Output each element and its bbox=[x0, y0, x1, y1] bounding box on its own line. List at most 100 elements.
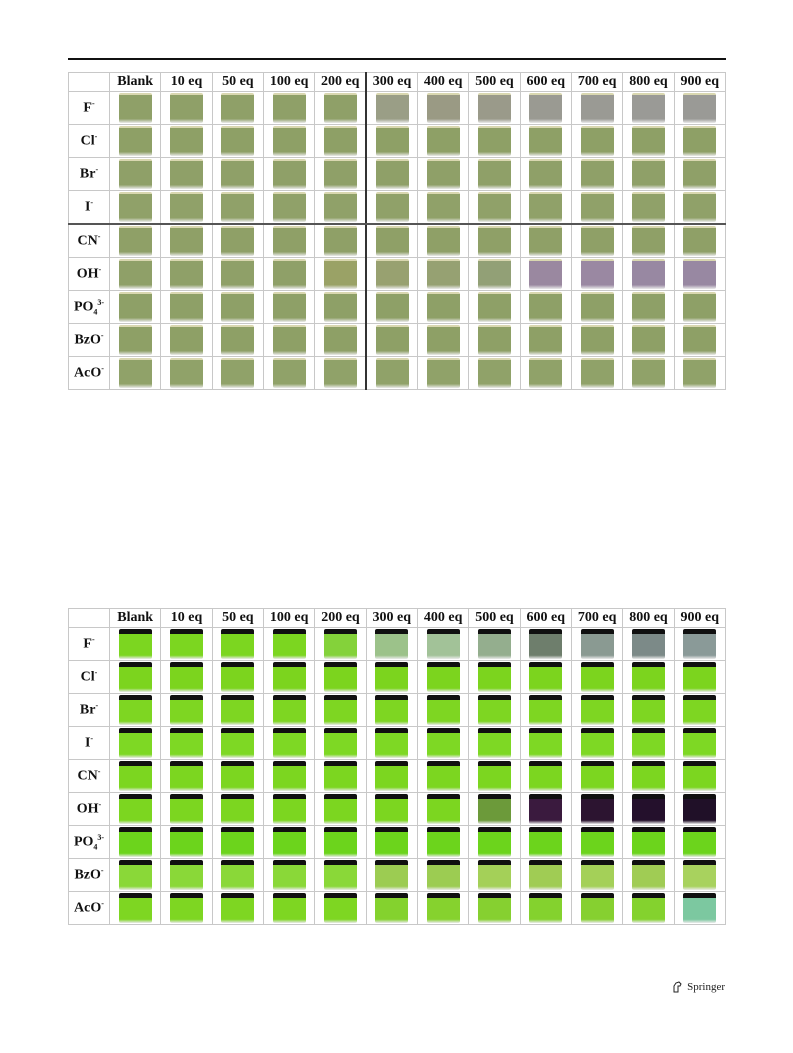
publisher-footer: Springer bbox=[672, 981, 725, 993]
vial-image bbox=[580, 159, 614, 189]
vial-image bbox=[221, 159, 255, 189]
ion-charge: - bbox=[101, 899, 104, 909]
vial-image bbox=[683, 629, 717, 659]
vial-cell bbox=[262, 257, 316, 291]
vial-image bbox=[631, 292, 665, 322]
vial-cell bbox=[211, 660, 264, 694]
vial-cell bbox=[314, 124, 368, 158]
vial-image bbox=[683, 860, 717, 890]
vial-image bbox=[631, 794, 665, 824]
vial-image bbox=[580, 192, 614, 222]
column-header: 300 eq bbox=[365, 72, 418, 92]
vial-cell bbox=[673, 124, 727, 158]
ion-label: Br- bbox=[68, 693, 110, 727]
vial-cell bbox=[211, 223, 264, 258]
ion-formula: Br bbox=[79, 166, 96, 182]
vial-image bbox=[323, 93, 357, 123]
column-header: 400 eq bbox=[416, 72, 470, 92]
vial-image bbox=[529, 259, 563, 289]
vial-cell bbox=[262, 223, 316, 258]
vial-image bbox=[221, 662, 255, 692]
vial-image bbox=[118, 893, 152, 923]
vial-image bbox=[580, 358, 614, 388]
ion-label: OH- bbox=[68, 792, 110, 826]
vial-cell bbox=[211, 627, 264, 661]
vial-cell bbox=[468, 223, 521, 258]
vial-cell bbox=[160, 157, 213, 191]
vial-cell bbox=[262, 323, 316, 357]
vial-cell bbox=[519, 356, 572, 390]
vial-image bbox=[221, 292, 255, 322]
column-header-row: Blank 10 eq 50 eq 100 eq 200 eq 300 eq 400 eq 5… bbox=[68, 608, 727, 628]
vial-image bbox=[477, 325, 511, 355]
springer-horse-icon bbox=[673, 981, 682, 993]
vial-cell bbox=[468, 124, 521, 158]
vial-cell bbox=[622, 257, 675, 291]
ion-row: Br- bbox=[68, 157, 727, 191]
vial-image bbox=[272, 662, 306, 692]
vial-image bbox=[529, 893, 563, 923]
ion-label: CN- bbox=[68, 223, 110, 258]
vial-image bbox=[323, 860, 357, 890]
vial-cell bbox=[365, 257, 418, 291]
vial-cell bbox=[622, 124, 675, 158]
vial-image bbox=[169, 695, 203, 725]
vial-image bbox=[426, 827, 460, 857]
vial-cell bbox=[365, 693, 418, 727]
vial-cell bbox=[211, 356, 264, 390]
vial-image bbox=[272, 695, 306, 725]
vial-cell bbox=[108, 323, 162, 357]
vial-image bbox=[580, 126, 614, 156]
vial-image bbox=[426, 728, 460, 758]
vial-image bbox=[272, 292, 306, 322]
vial-cell bbox=[519, 91, 572, 125]
column-header: 200 eq bbox=[314, 608, 367, 628]
vial-image bbox=[426, 292, 460, 322]
vial-cell bbox=[468, 257, 521, 291]
vial-image bbox=[323, 629, 357, 659]
column-header: 900 eq bbox=[673, 608, 727, 628]
vial-cell bbox=[211, 792, 264, 826]
vial-cell bbox=[570, 257, 624, 291]
vial-image bbox=[683, 93, 717, 123]
ion-formula: I bbox=[84, 735, 91, 751]
vial-cell bbox=[673, 356, 727, 390]
vial-cell bbox=[519, 693, 572, 727]
vial-cell bbox=[365, 323, 418, 357]
vial-cell bbox=[108, 858, 162, 892]
visible-light-vial-table: Blank 10 eq 50 eq 100 eq 200 eq 300 eq 400 eq 5… bbox=[68, 72, 727, 390]
vial-image bbox=[118, 259, 152, 289]
vial-cell bbox=[416, 124, 470, 158]
ion-formula: BzO bbox=[74, 867, 101, 883]
ion-charge: - bbox=[101, 364, 104, 374]
vial-image bbox=[375, 728, 409, 758]
vial-image bbox=[375, 126, 409, 156]
vial-image bbox=[375, 226, 409, 256]
vial-cell bbox=[570, 190, 624, 225]
visible-light-rows: F- Cl- Br- I- CN- OH- PO43- BzO- AcO- bbox=[68, 91, 727, 390]
vial-image bbox=[375, 292, 409, 322]
vial-cell bbox=[365, 223, 418, 258]
vial-cell bbox=[673, 891, 727, 925]
vial-image bbox=[169, 226, 203, 256]
vial-cell bbox=[211, 726, 264, 760]
vial-cell bbox=[570, 825, 624, 859]
vial-cell bbox=[314, 323, 368, 357]
vial-image bbox=[631, 93, 665, 123]
vial-image bbox=[426, 893, 460, 923]
vial-image bbox=[221, 761, 255, 791]
ion-formula: OH bbox=[76, 266, 99, 282]
vial-cell bbox=[365, 157, 418, 191]
vial-image bbox=[426, 192, 460, 222]
vial-image bbox=[118, 292, 152, 322]
vial-cell bbox=[314, 693, 367, 727]
ion-label: I- bbox=[68, 726, 110, 760]
vial-cell bbox=[622, 759, 675, 793]
vial-cell bbox=[673, 858, 727, 892]
vial-image bbox=[631, 761, 665, 791]
vial-image bbox=[221, 358, 255, 388]
vial-image bbox=[631, 192, 665, 222]
vial-cell bbox=[160, 693, 213, 727]
vial-cell bbox=[365, 858, 418, 892]
vial-image bbox=[272, 827, 306, 857]
